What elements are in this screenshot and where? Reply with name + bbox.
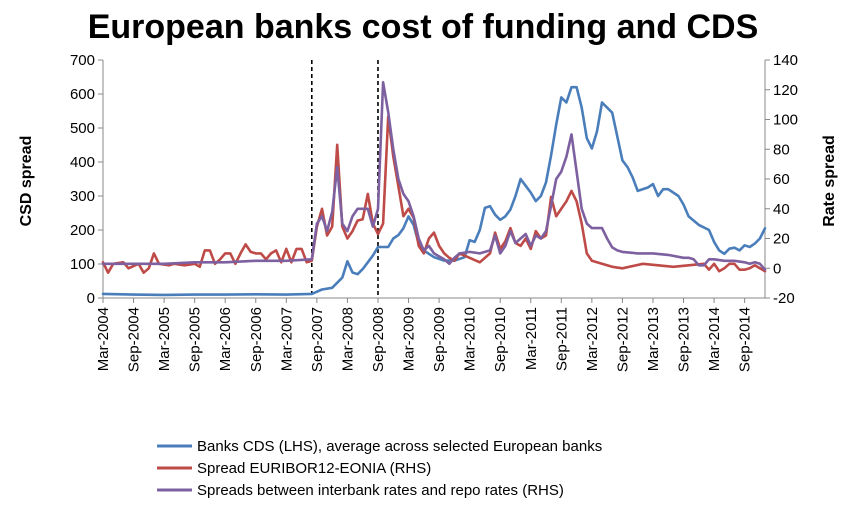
y-axis-right-ticks: -20 0 20 40 60 80 100 120 140	[765, 52, 798, 307]
x-tick-label: Mar-2008	[339, 307, 356, 371]
y-right-tick-label: 40	[773, 201, 790, 218]
x-tick-label: Sep-2009	[431, 307, 448, 372]
y-right-tick-label: 80	[773, 141, 790, 158]
legend-label-3: Spreads between interbank rates and repo…	[197, 482, 564, 499]
x-tick-label: Mar-2012	[584, 307, 601, 371]
x-tick-label: Mar-2013	[645, 307, 662, 371]
y-left-tick-label: 0	[87, 290, 95, 307]
y-left-tick-label: 400	[70, 154, 95, 171]
y-left-tick-label: 500	[70, 120, 95, 137]
y-axis-left-title: CSD spread	[18, 136, 35, 227]
y-right-tick-label: 140	[773, 52, 798, 69]
x-tick-label: Sep-2008	[370, 307, 387, 372]
x-tick-label: Sep-2011	[553, 307, 570, 371]
y-left-tick-label: 600	[70, 86, 95, 103]
y-right-tick-label: -20	[773, 290, 795, 307]
series-line-2	[101, 115, 767, 275]
chart-title: European banks cost of funding and CDS	[88, 8, 759, 46]
x-tick-label: Sep-2007	[309, 307, 326, 372]
x-tick-label: Mar-2009	[401, 307, 418, 371]
legend-label-1: Banks CDS (LHS), average across selected…	[197, 438, 602, 455]
y-axis-right-title: Rate spread	[821, 135, 838, 227]
y-left-tick-label: 100	[70, 256, 95, 273]
x-tick-label: Mar-2007	[278, 307, 295, 371]
y-right-tick-label: 20	[773, 231, 790, 248]
y-right-tick-label: 120	[773, 82, 798, 99]
x-tick-label: Sep-2004	[126, 307, 143, 372]
series-lines	[101, 81, 767, 297]
x-tick-label: Sep-2012	[614, 307, 631, 372]
y-left-tick-label: 300	[70, 188, 95, 205]
series-line-3	[101, 81, 767, 272]
y-left-tick-label: 200	[70, 222, 95, 239]
y-right-tick-label: 0	[773, 260, 781, 277]
x-tick-label: Sep-2014	[737, 307, 754, 372]
x-axis-ticks: Mar-2004 Sep-2004 Mar-2005 Sep-2005 Mar-2006…	[95, 298, 754, 372]
x-tick-label: Mar-2011	[523, 307, 540, 370]
x-tick-label: Mar-2014	[706, 307, 723, 371]
x-tick-label: Mar-2010	[462, 307, 479, 371]
y-right-tick-label: 60	[773, 171, 790, 188]
x-tick-label: Sep-2006	[248, 307, 265, 372]
y-axis-left-ticks: 0 100 200 300 400 500 600 700	[70, 52, 103, 307]
x-tick-label: Mar-2005	[156, 307, 173, 371]
x-tick-label: Sep-2013	[676, 307, 693, 372]
y-right-tick-label: 100	[773, 112, 798, 129]
legend-label-2: Spread EURIBOR12-EONIA (RHS)	[197, 460, 431, 477]
x-tick-label: Sep-2010	[492, 307, 509, 372]
x-tick-label: Sep-2005	[187, 307, 204, 372]
x-tick-label: Mar-2004	[95, 307, 112, 371]
x-tick-label: Mar-2006	[217, 307, 234, 371]
y-left-tick-label: 700	[70, 52, 95, 69]
series-line-1	[101, 85, 767, 297]
legend: Banks CDS (LHS), average across selected…	[157, 438, 602, 499]
